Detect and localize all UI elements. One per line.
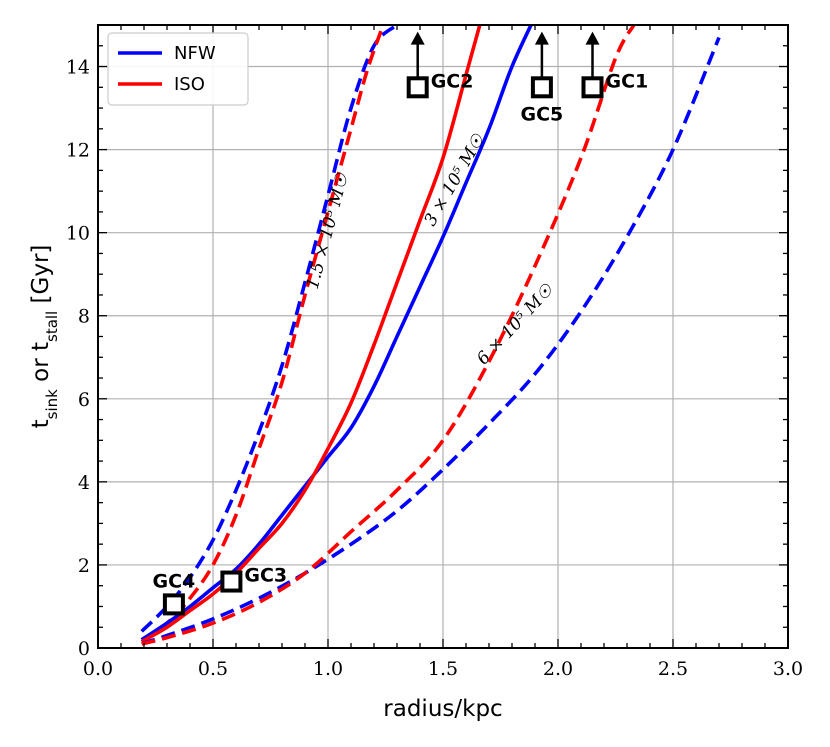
series-group — [140, 25, 721, 646]
gc-square — [220, 570, 243, 593]
y-tick-label: 10 — [66, 223, 90, 245]
gc-square — [162, 593, 185, 616]
gc-marker-gc3: GC3 — [220, 565, 287, 593]
series-line-iso-6e5 — [141, 25, 636, 646]
y-tick-label: 12 — [66, 140, 90, 162]
gc-square — [581, 76, 604, 99]
x-tick-label: 1.5 — [428, 658, 458, 680]
y-tick-label: 8 — [78, 306, 90, 328]
x-tick-label: 0.5 — [198, 658, 228, 680]
x-tick-label: 1.0 — [313, 658, 343, 680]
x-tick-label: 2.5 — [658, 658, 688, 680]
y-tick-label: 6 — [78, 389, 90, 411]
y-tick-label: 0 — [78, 638, 90, 660]
gc-label: GC4 — [153, 570, 196, 592]
y-tick-label: 14 — [66, 57, 90, 79]
series-line-iso-3e5 — [140, 25, 482, 644]
x-axis-label: radius/kpc — [383, 696, 502, 722]
gc-marker-gc1: GC1 — [581, 31, 649, 99]
gc-square — [530, 76, 553, 99]
gc-square — [406, 76, 429, 99]
gc-marker-gc2: GC2 — [406, 31, 474, 99]
series-line-iso-1_5e5 — [140, 25, 385, 642]
arrow-head — [534, 31, 549, 45]
y-tick-label: 2 — [78, 555, 90, 577]
arrow-head — [410, 31, 425, 45]
plot-frame — [97, 24, 789, 649]
x-tick-label: 2.0 — [543, 658, 573, 680]
series-line-nfw-6e5 — [141, 36, 721, 646]
x-tick-label: 0.0 — [83, 658, 113, 680]
legend: NFW ISO — [107, 32, 249, 106]
legend-label-nfw: NFW — [174, 43, 216, 64]
gc-label: GC1 — [606, 70, 649, 92]
x-tick-label: 3.0 — [773, 658, 803, 680]
axis-labels: radius/kpc tsink or tstall [Gyr] — [28, 245, 503, 722]
globular-cluster-group: GC1 GC2 GC3 GC4 GC5 — [153, 31, 649, 616]
y-tick-label: 4 — [78, 472, 90, 494]
y-axis-label: tsink or tstall [Gyr] — [28, 245, 61, 429]
series-line-nfw-1_5e5 — [140, 25, 399, 633]
series-line-nfw-3e5 — [140, 25, 534, 642]
gc-marker-gc4: GC4 — [153, 570, 196, 616]
legend-label-iso: ISO — [174, 74, 205, 95]
gc-label: GC5 — [521, 103, 564, 125]
gc-label: GC3 — [244, 565, 287, 587]
gc-marker-gc5: GC5 — [521, 31, 564, 125]
arrow-head — [585, 31, 600, 45]
gc-label: GC2 — [431, 70, 474, 92]
legend-box — [107, 32, 249, 106]
